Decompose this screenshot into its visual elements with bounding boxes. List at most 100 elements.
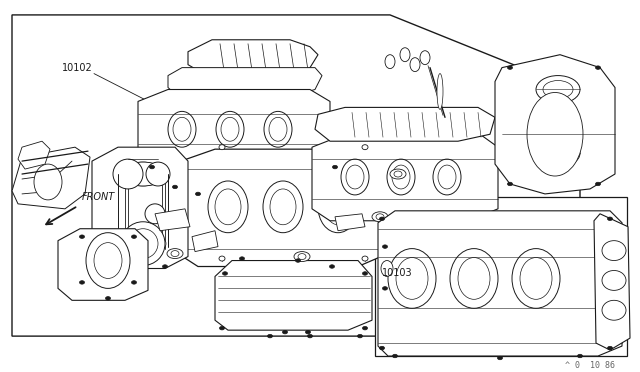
Ellipse shape [577,354,582,358]
Ellipse shape [380,346,385,350]
Ellipse shape [383,287,387,290]
Ellipse shape [195,192,200,196]
Text: ^ 0  10 86: ^ 0 10 86 [565,361,615,370]
Ellipse shape [171,251,179,257]
Polygon shape [155,209,190,231]
Ellipse shape [383,245,387,248]
Polygon shape [495,55,615,194]
Ellipse shape [173,185,177,189]
Ellipse shape [333,165,337,169]
Polygon shape [192,231,218,251]
Ellipse shape [381,260,393,276]
Ellipse shape [294,251,310,262]
Ellipse shape [121,222,165,266]
Ellipse shape [520,257,552,299]
Ellipse shape [362,272,367,275]
Ellipse shape [497,356,502,360]
Ellipse shape [325,189,351,225]
Polygon shape [58,229,148,300]
Text: 10102: 10102 [62,62,93,73]
Ellipse shape [168,111,196,147]
Ellipse shape [362,326,367,330]
Polygon shape [335,214,365,231]
Ellipse shape [595,182,600,186]
Ellipse shape [223,272,227,275]
Ellipse shape [508,182,513,186]
Polygon shape [312,134,498,221]
Ellipse shape [330,265,335,268]
Ellipse shape [221,117,239,141]
Ellipse shape [220,326,225,330]
Ellipse shape [86,233,130,288]
Ellipse shape [380,217,385,221]
Ellipse shape [387,159,415,195]
Ellipse shape [264,111,292,147]
Ellipse shape [390,169,406,179]
Ellipse shape [113,159,143,189]
Polygon shape [168,68,322,96]
Ellipse shape [106,296,111,300]
Ellipse shape [376,214,384,220]
Ellipse shape [282,330,287,334]
Ellipse shape [437,74,443,109]
Text: FRONT: FRONT [82,192,115,202]
Ellipse shape [433,159,461,195]
Ellipse shape [392,165,410,189]
Polygon shape [138,90,330,169]
Ellipse shape [408,226,416,232]
Polygon shape [12,15,580,336]
Ellipse shape [146,162,170,186]
Ellipse shape [341,159,369,195]
Ellipse shape [298,254,306,260]
Ellipse shape [392,354,397,358]
Ellipse shape [123,162,163,186]
Ellipse shape [372,212,388,222]
Ellipse shape [296,259,301,262]
Ellipse shape [602,300,626,320]
Ellipse shape [120,232,166,256]
Polygon shape [315,108,495,141]
Ellipse shape [543,81,573,99]
Ellipse shape [128,229,158,259]
Polygon shape [92,147,188,269]
Ellipse shape [167,248,183,259]
Ellipse shape [543,144,573,162]
Ellipse shape [508,66,513,69]
Ellipse shape [362,256,368,261]
Ellipse shape [394,171,402,177]
Polygon shape [375,197,627,356]
Ellipse shape [131,281,136,284]
Ellipse shape [400,48,410,62]
Polygon shape [215,260,372,330]
Ellipse shape [362,145,368,150]
Ellipse shape [358,334,362,338]
Ellipse shape [79,281,84,284]
Ellipse shape [163,265,168,268]
Ellipse shape [239,257,244,260]
Ellipse shape [602,270,626,291]
Polygon shape [18,141,50,169]
Ellipse shape [543,112,573,130]
Ellipse shape [94,243,122,278]
Ellipse shape [269,117,287,141]
Ellipse shape [123,232,163,256]
Ellipse shape [536,76,580,103]
Ellipse shape [305,330,310,334]
Ellipse shape [120,162,166,186]
Ellipse shape [219,256,225,261]
Ellipse shape [438,165,456,189]
Ellipse shape [388,248,436,308]
Ellipse shape [512,248,560,308]
Ellipse shape [208,181,248,233]
Ellipse shape [216,111,244,147]
Ellipse shape [602,241,626,260]
Ellipse shape [145,204,165,224]
Ellipse shape [458,257,490,299]
Ellipse shape [34,164,62,200]
Ellipse shape [527,93,583,176]
Ellipse shape [607,217,612,221]
Polygon shape [378,211,622,356]
Polygon shape [188,40,318,74]
Ellipse shape [215,189,241,225]
Ellipse shape [131,235,136,238]
